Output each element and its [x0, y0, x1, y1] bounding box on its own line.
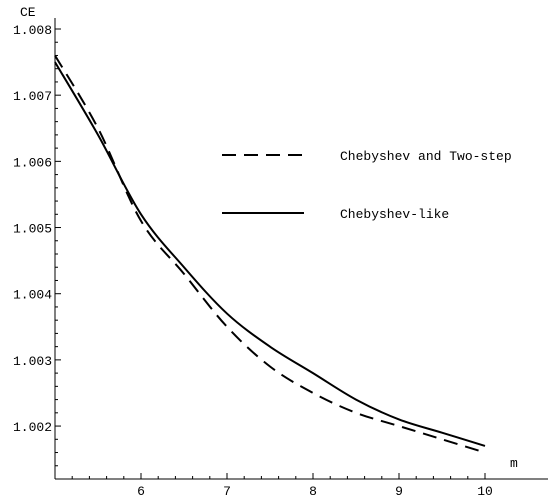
series-layer: [54, 54, 486, 454]
y-tick-label: 1.002: [13, 420, 52, 435]
y-ticks: 1.002 1.003 1.004 1.005 1.006 1.007 1.008: [13, 23, 61, 467]
x-axis-title: m: [510, 456, 518, 471]
y-tick-label: 1.004: [13, 288, 52, 303]
y-tick-label: 1.008: [13, 23, 52, 38]
x-tick-label: 8: [309, 484, 317, 498]
legend-item-chebyshev-two-step: Chebyshev and Two-step: [222, 149, 512, 164]
x-tick-label: 7: [223, 484, 231, 498]
x-axis: m 6 7 8 9 10: [55, 456, 548, 498]
y-tick-label: 1.003: [13, 354, 52, 369]
y-axis: CE 1.002 1.003 1.004 1.005 1.006 1.007 1.008: [13, 5, 61, 479]
y-tick-label: 1.005: [13, 222, 52, 237]
legend: Chebyshev and Two-step Chebyshev-like: [222, 149, 512, 222]
x-tick-label: 6: [137, 484, 145, 498]
series-line-chebyshev-like: [54, 61, 486, 447]
x-tick-label: 10: [477, 484, 493, 498]
x-ticks: 6 7 8 9 10: [71, 473, 493, 498]
legend-item-chebyshev-like: Chebyshev-like: [222, 207, 449, 222]
legend-label: Chebyshev-like: [340, 207, 449, 222]
x-tick-label: 9: [395, 484, 403, 498]
y-tick-label: 1.006: [13, 155, 52, 170]
legend-label: Chebyshev and Two-step: [340, 149, 512, 164]
y-tick-label: 1.007: [13, 89, 52, 104]
series-line-chebyshev-two-step: [54, 54, 486, 454]
y-axis-title: CE: [20, 5, 36, 20]
